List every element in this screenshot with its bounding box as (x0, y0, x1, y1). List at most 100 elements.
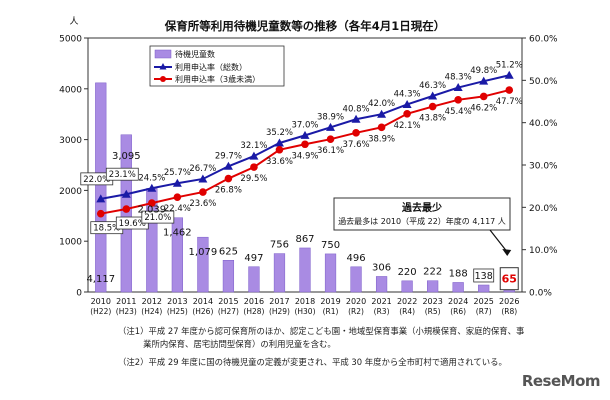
callout-title: 過去最少 (401, 201, 442, 214)
x-tick-label: 2024 (448, 297, 468, 306)
bar-data-label: 497 (244, 253, 263, 264)
bar-data-label: 867 (295, 234, 314, 245)
line-data-label: 35.2% (266, 128, 293, 138)
bar-data-label: 65 (502, 273, 517, 286)
line-data-label: 38.9% (368, 134, 395, 144)
watermark-logo: ReseMom (521, 372, 601, 390)
footnote-1: （注1）平成 27 年度から認可保育所のほか、認定こども園・地域型保育事業（小規… (118, 326, 525, 349)
x-tick-sublabel: (R4) (399, 307, 415, 316)
bar (171, 217, 183, 293)
line-point (479, 92, 488, 101)
bar-data-label: 756 (270, 240, 289, 251)
line-data-label: 44.3% (394, 89, 421, 99)
left-tick-label: 3000 (59, 136, 82, 146)
line-point (352, 129, 360, 137)
line-data-label: 22.4% (164, 204, 191, 214)
callout-arrowhead (502, 249, 512, 256)
line-point (96, 194, 106, 203)
line-data-label: 25.7% (164, 168, 191, 178)
x-tick-sublabel: (H27) (218, 307, 239, 316)
line-point (199, 188, 207, 196)
line-point (148, 199, 156, 207)
line-point (274, 138, 284, 147)
x-tick-label: 2013 (167, 297, 187, 306)
callout-arrow (489, 229, 508, 253)
line-data-label: 24.5% (138, 173, 165, 183)
line-point (96, 209, 105, 218)
x-tick-sublabel: (R6) (450, 307, 466, 316)
right-tick-label: 30.0% (529, 162, 558, 172)
line-point (198, 174, 208, 183)
line-point (250, 163, 258, 171)
x-tick-label: 2026 (499, 297, 519, 306)
line-point (428, 91, 438, 100)
bar-data-label: 306 (372, 262, 391, 273)
legend-box (149, 45, 285, 87)
line-data-label: 37.0% (291, 120, 318, 130)
x-tick-sublabel: (R7) (476, 307, 492, 316)
legend-swatch-bar (154, 49, 172, 59)
x-tick-sublabel: (H25) (167, 307, 188, 316)
line-data-label: 19.6% (119, 219, 146, 229)
bar (248, 266, 260, 293)
x-tick-label: 2016 (244, 297, 264, 306)
line-point (402, 99, 412, 108)
line-data-label: 47.7% (496, 97, 523, 107)
line-point (122, 205, 131, 213)
left-tick-label: 4000 (59, 85, 82, 95)
x-tick-label: 2010 (91, 297, 111, 306)
line-data-label: 42.0% (368, 99, 395, 109)
chart-title: 保育所等利用待機児童数等の推移（各年4月1日現在） (164, 19, 446, 33)
bar (324, 253, 337, 293)
legend-label: 待機児童数 (175, 49, 215, 59)
line-point (326, 122, 336, 131)
line-data-label: 51.2% (496, 60, 523, 70)
line-point (351, 114, 361, 123)
x-tick-label: 2020 (346, 297, 366, 306)
bar (452, 282, 464, 293)
bar (273, 253, 286, 293)
left-tick-label: 1000 (59, 238, 82, 248)
line-data-label: 34.9% (291, 151, 318, 161)
line-point (172, 178, 182, 187)
line-data-label: 49.8% (470, 66, 497, 76)
line-point (453, 83, 463, 92)
bar-data-label: 188 (449, 268, 468, 279)
legend-label: 利用申込率（3歳未満） (175, 74, 260, 84)
line-data-label: 42.1% (394, 121, 421, 131)
line-data-label: 48.3% (445, 73, 472, 83)
bar (401, 280, 413, 293)
left-tick-label: 5000 (59, 35, 82, 45)
x-tick-sublabel: (H24) (141, 307, 162, 316)
line-data-label: 33.6% (266, 157, 293, 167)
line-data-label: 21.0% (144, 213, 171, 223)
line-point (504, 70, 514, 79)
line-point (300, 130, 310, 139)
left-tick-label: 2000 (59, 187, 82, 197)
line-point (479, 76, 489, 85)
line-data-label: 37.6% (343, 140, 370, 150)
x-tick-label: 2018 (295, 297, 315, 306)
line-point (121, 189, 131, 198)
bar (427, 280, 439, 293)
line-point (428, 102, 437, 111)
line-data-label: 18.5% (93, 224, 120, 234)
line-data-label-box (105, 167, 139, 181)
line-point (326, 135, 335, 143)
line-data-label: 46.3% (419, 81, 446, 91)
bar-data-label: 220 (398, 267, 417, 278)
right-tick-label: 40.0% (529, 119, 558, 129)
right-tick-label: 10.0% (529, 246, 558, 256)
x-tick-sublabel: (H23) (116, 307, 137, 316)
bar (222, 260, 235, 293)
bar-data-label: 625 (219, 246, 238, 257)
bar-data-label: 4,117 (86, 274, 115, 285)
line-data-label-box (141, 210, 175, 224)
x-tick-sublabel: (H26) (192, 307, 213, 316)
line-point (377, 109, 387, 118)
x-tick-label: 2021 (371, 297, 391, 306)
x-tick-label: 2019 (320, 297, 340, 306)
x-tick-label: 2025 (474, 297, 494, 306)
legend-marker (160, 76, 166, 82)
